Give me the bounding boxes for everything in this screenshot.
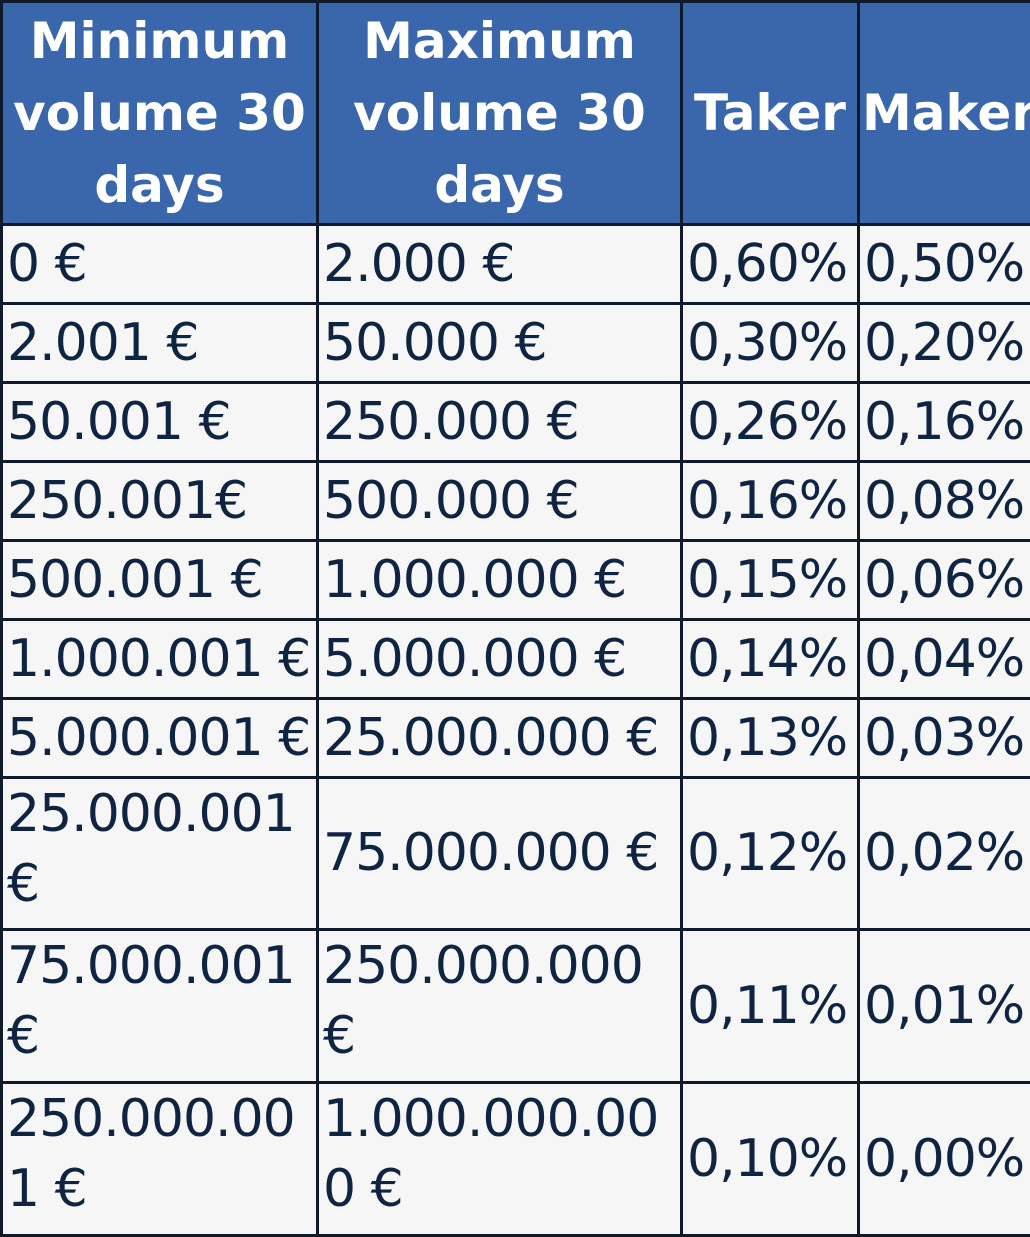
cell-taker: 0,14%	[680, 617, 860, 700]
cell-min-volume: 75.000.001 €	[0, 928, 319, 1085]
cell-taker: 0,30%	[680, 301, 860, 384]
cell-max-volume: 50.000 €	[316, 301, 683, 384]
table-row: 2.001 € 50.000 € 0,30% 0,20%	[0, 301, 1030, 384]
cell-maker: 0,01%	[857, 928, 1030, 1085]
cell-min-volume: 250.000.001 €	[0, 1081, 319, 1237]
cell-max-volume: 250.000 €	[316, 380, 683, 463]
table-row: 5.000.001 € 25.000.000 € 0,13% 0,03%	[0, 696, 1030, 779]
header-taker: Taker	[680, 0, 860, 226]
header-min-volume: Minimum volume 30 days	[0, 0, 319, 226]
cell-maker: 0,08%	[857, 459, 1030, 542]
cell-min-volume: 1.000.001 €	[0, 617, 319, 700]
cell-max-volume: 1.000.000 €	[316, 538, 683, 621]
cell-maker: 0,06%	[857, 538, 1030, 621]
cell-taker: 0,16%	[680, 459, 860, 542]
cell-max-volume: 75.000.000 €	[316, 775, 683, 932]
table-row: 0 € 2.000 € 0,60% 0,50%	[0, 223, 1030, 305]
header-row: Minimum volume 30 days Maximum volume 30…	[0, 0, 1030, 226]
table-row: 50.001 € 250.000 € 0,26% 0,16%	[0, 380, 1030, 463]
cell-max-volume: 250.000.000 €	[316, 928, 683, 1085]
cell-maker: 0,50%	[857, 223, 1030, 305]
cell-max-volume: 500.000 €	[316, 459, 683, 542]
table-row: 250.000.001 € 1.000.000.000 € 0,10% 0,00…	[0, 1081, 1030, 1237]
cell-taker: 0,15%	[680, 538, 860, 621]
cell-taker: 0,60%	[680, 223, 860, 305]
table-row: 500.001 € 1.000.000 € 0,15% 0,06%	[0, 538, 1030, 621]
cell-min-volume: 25.000.001 €	[0, 775, 319, 932]
cell-min-volume: 2.001 €	[0, 301, 319, 384]
table-body: 0 € 2.000 € 0,60% 0,50% 2.001 € 50.000 €…	[0, 223, 1030, 1237]
cell-maker: 0,00%	[857, 1081, 1030, 1237]
cell-max-volume: 5.000.000 €	[316, 617, 683, 700]
table-row: 250.001€ 500.000 € 0,16% 0,08%	[0, 459, 1030, 542]
cell-maker: 0,16%	[857, 380, 1030, 463]
cell-maker: 0,03%	[857, 696, 1030, 779]
cell-taker: 0,10%	[680, 1081, 860, 1237]
cell-taker: 0,11%	[680, 928, 860, 1085]
cell-max-volume: 1.000.000.000 €	[316, 1081, 683, 1237]
cell-maker: 0,20%	[857, 301, 1030, 384]
table-row: 1.000.001 € 5.000.000 € 0,14% 0,04%	[0, 617, 1030, 700]
cell-taker: 0,12%	[680, 775, 860, 932]
header-max-volume: Maximum volume 30 days	[316, 0, 683, 226]
cell-min-volume: 500.001 €	[0, 538, 319, 621]
cell-maker: 0,04%	[857, 617, 1030, 700]
cell-maker: 0,02%	[857, 775, 1030, 932]
table-row: 75.000.001 € 250.000.000 € 0,11% 0,01%	[0, 928, 1030, 1085]
cell-min-volume: 5.000.001 €	[0, 696, 319, 779]
cell-min-volume: 0 €	[0, 223, 319, 305]
cell-max-volume: 25.000.000 €	[316, 696, 683, 779]
table-row: 25.000.001 € 75.000.000 € 0,12% 0,02%	[0, 775, 1030, 932]
header-maker: Maker	[857, 0, 1030, 226]
cell-min-volume: 50.001 €	[0, 380, 319, 463]
cell-max-volume: 2.000 €	[316, 223, 683, 305]
cell-min-volume: 250.001€	[0, 459, 319, 542]
cell-taker: 0,26%	[680, 380, 860, 463]
table-header: Minimum volume 30 days Maximum volume 30…	[0, 0, 1030, 226]
cell-taker: 0,13%	[680, 696, 860, 779]
